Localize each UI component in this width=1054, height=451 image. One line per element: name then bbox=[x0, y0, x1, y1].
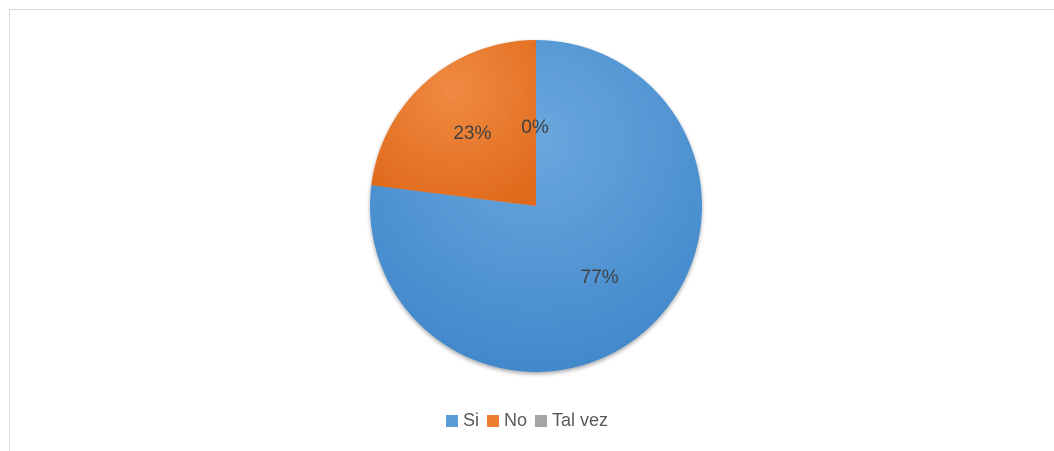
legend-swatch-si bbox=[445, 414, 458, 427]
legend-item-tal-vez: Tal vez bbox=[535, 410, 608, 431]
legend-label-no: No bbox=[503, 410, 527, 430]
legend-item-no: No bbox=[486, 410, 527, 431]
chart-legend: Si No Tal vez bbox=[0, 410, 1054, 431]
legend-label-si: Si bbox=[462, 410, 479, 430]
data-label-no: 23% bbox=[453, 123, 491, 144]
legend-swatch-no bbox=[486, 414, 499, 427]
pie-slice-no bbox=[371, 40, 536, 206]
legend-item-si: Si bbox=[445, 410, 479, 431]
data-label-tal-vez: 0% bbox=[521, 117, 549, 138]
chart-frame bbox=[9, 9, 1054, 451]
data-label-si: 77% bbox=[581, 267, 619, 288]
legend-swatch-tal-vez bbox=[535, 414, 547, 427]
legend-label-tal-vez: Tal vez bbox=[552, 410, 609, 430]
